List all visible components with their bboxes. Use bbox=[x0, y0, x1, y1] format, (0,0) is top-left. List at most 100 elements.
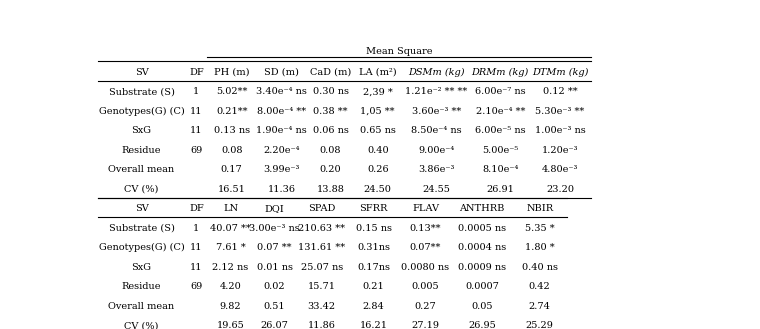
Text: NBIR: NBIR bbox=[526, 204, 553, 214]
Text: 0.0004 ns: 0.0004 ns bbox=[458, 243, 506, 252]
Text: 0.42: 0.42 bbox=[529, 282, 550, 291]
Text: 4.80e⁻³: 4.80e⁻³ bbox=[542, 165, 578, 174]
Text: SPAD: SPAD bbox=[308, 204, 335, 214]
Text: 25.07 ns: 25.07 ns bbox=[301, 263, 343, 272]
Text: Genotypes(G) (C): Genotypes(G) (C) bbox=[99, 107, 185, 116]
Text: 1.90e⁻⁴ ns: 1.90e⁻⁴ ns bbox=[256, 126, 307, 135]
Text: DQI: DQI bbox=[264, 204, 284, 214]
Text: 0.40: 0.40 bbox=[367, 146, 388, 155]
Text: DF: DF bbox=[189, 204, 204, 214]
Text: 0.17ns: 0.17ns bbox=[357, 263, 390, 272]
Text: 26.95: 26.95 bbox=[468, 321, 496, 329]
Text: 0.15 ns: 0.15 ns bbox=[356, 224, 391, 233]
Text: 11: 11 bbox=[190, 107, 203, 116]
Text: DTMm (kg): DTMm (kg) bbox=[532, 68, 588, 77]
Text: 0.27: 0.27 bbox=[414, 302, 436, 311]
Text: 0.06 ns: 0.06 ns bbox=[312, 126, 349, 135]
Text: 0.13 ns: 0.13 ns bbox=[214, 126, 250, 135]
Text: 5.02**: 5.02** bbox=[216, 87, 247, 96]
Text: 0.21**: 0.21** bbox=[216, 107, 248, 116]
Text: 1,05 **: 1,05 ** bbox=[360, 107, 395, 116]
Text: 0.30 ns: 0.30 ns bbox=[312, 87, 349, 96]
Text: Genotypes(G) (C): Genotypes(G) (C) bbox=[99, 243, 185, 252]
Text: 6.00e⁻⁵ ns: 6.00e⁻⁵ ns bbox=[475, 126, 526, 135]
Text: 0.20: 0.20 bbox=[320, 165, 341, 174]
Text: 5.30e⁻³ **: 5.30e⁻³ ** bbox=[535, 107, 584, 116]
Text: 1: 1 bbox=[193, 224, 199, 233]
Text: Mean Square: Mean Square bbox=[366, 47, 432, 56]
Text: Substrate (S): Substrate (S) bbox=[109, 224, 175, 233]
Text: LN: LN bbox=[223, 204, 238, 214]
Text: 69: 69 bbox=[190, 146, 202, 155]
Text: 19.65: 19.65 bbox=[217, 321, 245, 329]
Text: SFRR: SFRR bbox=[359, 204, 388, 214]
Text: 5.35 *: 5.35 * bbox=[525, 224, 555, 233]
Text: 0.07**: 0.07** bbox=[410, 243, 441, 252]
Text: 4.20: 4.20 bbox=[220, 282, 242, 291]
Text: 1: 1 bbox=[193, 87, 199, 96]
Text: 0.01 ns: 0.01 ns bbox=[257, 263, 293, 272]
Text: SD (m): SD (m) bbox=[264, 68, 299, 77]
Text: 3.40e⁻⁴ ns: 3.40e⁻⁴ ns bbox=[256, 87, 307, 96]
Text: 33.42: 33.42 bbox=[308, 302, 336, 311]
Text: 0.0007: 0.0007 bbox=[465, 282, 499, 291]
Text: 0.51: 0.51 bbox=[264, 302, 286, 311]
Text: 13.88: 13.88 bbox=[317, 185, 344, 194]
Text: DF: DF bbox=[189, 68, 204, 77]
Text: SV: SV bbox=[135, 204, 148, 214]
Text: 11.36: 11.36 bbox=[268, 185, 296, 194]
Text: 0.26: 0.26 bbox=[367, 165, 388, 174]
Text: 0.08: 0.08 bbox=[221, 146, 242, 155]
Text: 0.21: 0.21 bbox=[363, 282, 385, 291]
Text: DRMm (kg): DRMm (kg) bbox=[472, 68, 529, 77]
Text: 2.12 ns: 2.12 ns bbox=[212, 263, 249, 272]
Text: 9.00e⁻⁴: 9.00e⁻⁴ bbox=[419, 146, 454, 155]
Text: PH (m): PH (m) bbox=[214, 68, 249, 77]
Text: 8.50e⁻⁴ ns: 8.50e⁻⁴ ns bbox=[411, 126, 462, 135]
Text: 8.10e⁻⁴: 8.10e⁻⁴ bbox=[482, 165, 518, 174]
Text: Overall mean: Overall mean bbox=[109, 302, 175, 311]
Text: 2.20e⁻⁴: 2.20e⁻⁴ bbox=[264, 146, 300, 155]
Text: 0.65 ns: 0.65 ns bbox=[359, 126, 396, 135]
Text: 0.38 **: 0.38 ** bbox=[313, 107, 348, 116]
Text: 3.99e⁻³: 3.99e⁻³ bbox=[264, 165, 300, 174]
Text: 3.86e⁻³: 3.86e⁻³ bbox=[419, 165, 454, 174]
Text: SxG: SxG bbox=[131, 126, 151, 135]
Text: FLAV: FLAV bbox=[412, 204, 439, 214]
Text: 0.05: 0.05 bbox=[471, 302, 492, 311]
Text: 11: 11 bbox=[190, 243, 203, 252]
Text: 9.82: 9.82 bbox=[220, 302, 241, 311]
Text: 23.20: 23.20 bbox=[546, 185, 574, 194]
Text: 11: 11 bbox=[190, 263, 203, 272]
Text: 0.0080 ns: 0.0080 ns bbox=[401, 263, 449, 272]
Text: 11.86: 11.86 bbox=[308, 321, 336, 329]
Text: 1.00e⁻³ ns: 1.00e⁻³ ns bbox=[534, 126, 585, 135]
Text: 0.12 **: 0.12 ** bbox=[543, 87, 578, 96]
Text: 0.40 ns: 0.40 ns bbox=[521, 263, 558, 272]
Text: 1.20e⁻³: 1.20e⁻³ bbox=[542, 146, 578, 155]
Text: Substrate (S): Substrate (S) bbox=[109, 87, 175, 96]
Text: DSMm (kg): DSMm (kg) bbox=[408, 68, 465, 77]
Text: 2.74: 2.74 bbox=[529, 302, 551, 311]
Text: 27.19: 27.19 bbox=[411, 321, 439, 329]
Text: CaD (m): CaD (m) bbox=[310, 68, 351, 77]
Text: 0.13**: 0.13** bbox=[410, 224, 441, 233]
Text: 0.02: 0.02 bbox=[264, 282, 286, 291]
Text: SxG: SxG bbox=[131, 263, 151, 272]
Text: 26.91: 26.91 bbox=[486, 185, 515, 194]
Text: 1.80 *: 1.80 * bbox=[525, 243, 555, 252]
Text: 1.21e⁻² ** **: 1.21e⁻² ** ** bbox=[406, 87, 467, 96]
Text: 0.005: 0.005 bbox=[412, 282, 439, 291]
Text: 24.55: 24.55 bbox=[423, 185, 451, 194]
Text: 7.61 *: 7.61 * bbox=[216, 243, 245, 252]
Text: LA (m²): LA (m²) bbox=[359, 68, 397, 77]
Text: 24.50: 24.50 bbox=[364, 185, 391, 194]
Text: 0.07 **: 0.07 ** bbox=[258, 243, 292, 252]
Text: 0.08: 0.08 bbox=[320, 146, 341, 155]
Text: 3.60e⁻³ **: 3.60e⁻³ ** bbox=[412, 107, 461, 116]
Text: 0.0005 ns: 0.0005 ns bbox=[458, 224, 506, 233]
Text: 11: 11 bbox=[190, 126, 203, 135]
Text: Residue: Residue bbox=[122, 146, 161, 155]
Text: 2.10e⁻⁴ **: 2.10e⁻⁴ ** bbox=[476, 107, 525, 116]
Text: 2,39 *: 2,39 * bbox=[363, 87, 393, 96]
